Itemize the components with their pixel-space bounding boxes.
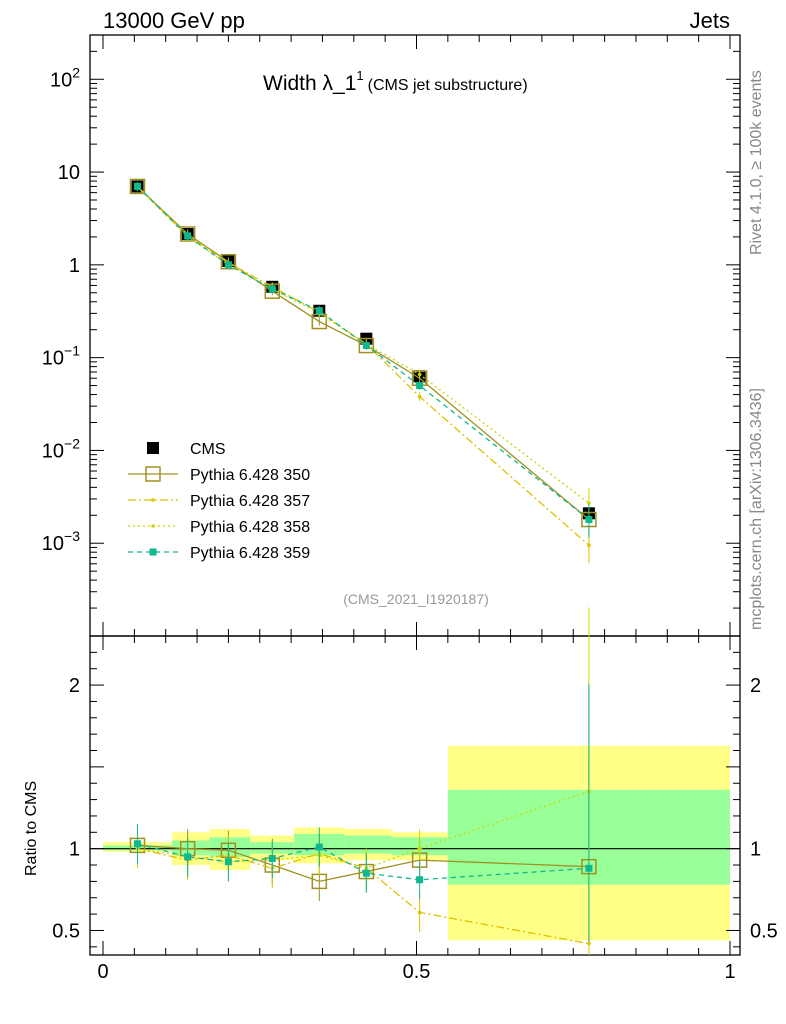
rivet-label: Rivet 4.1.0, ≥ 100k events — [748, 70, 765, 255]
legend-label-p350: Pythia 6.428 350 — [190, 467, 310, 484]
process-label: Jets — [690, 8, 730, 33]
energy-label: 13000 GeV pp — [103, 8, 245, 33]
tick-exponent: −2 — [64, 435, 80, 451]
ratio-y-tick-label-left: 1 — [69, 839, 80, 861]
main-y-tick-label: 10−3 — [42, 528, 80, 555]
main-point-p357 — [417, 394, 422, 399]
tick-base: 10 — [42, 533, 64, 555]
ratio-y-tick-label-left: 0.5 — [52, 920, 80, 942]
ratio-y-tick-label-left: 2 — [69, 675, 80, 697]
main-point-p359 — [315, 307, 323, 315]
ratio-point-p357 — [587, 941, 591, 946]
analysis-watermark: (CMS_2021_I1920187) — [343, 591, 489, 607]
ratio-point-p359 — [315, 843, 323, 851]
tick-base: 10 — [42, 440, 64, 462]
main-line-p359 — [137, 185, 590, 521]
main-point-p359 — [585, 516, 593, 524]
ratio-plot-frame — [89, 635, 741, 956]
plot-title-main: Width λ_1 — [263, 72, 356, 95]
main-y-tick-label: 1 — [69, 255, 80, 277]
ratio-point-p359 — [133, 840, 141, 848]
main-y-tick-label: 10 — [58, 162, 80, 184]
main-point-p357 — [587, 543, 591, 548]
ratio-y-label: Ratio to CMS — [23, 781, 40, 876]
plot-title-sup: 1 — [356, 68, 363, 83]
tick-base: 10 — [42, 348, 64, 370]
tick-exponent: −3 — [64, 528, 80, 544]
main-point-p359 — [362, 342, 370, 350]
tick-base: 10 — [50, 69, 72, 91]
ratio-y-tick-label-right: 1 — [750, 839, 761, 861]
ratio-point-p357 — [417, 910, 422, 915]
tick-base: 10 — [58, 162, 80, 184]
ratio-band-stat — [209, 837, 251, 857]
ratio-point-p359 — [224, 858, 232, 866]
ratio-band-stat — [344, 835, 392, 854]
main-y-tick-label: 10−2 — [42, 435, 80, 462]
legend-label-p358: Pythia 6.428 358 — [190, 519, 310, 536]
legend-marker-p357 — [151, 498, 155, 502]
x-tick-label: 1 — [724, 961, 735, 983]
ratio-point-p358 — [417, 846, 422, 851]
legend-marker-p358 — [151, 524, 155, 528]
main-point-p359 — [268, 285, 276, 293]
data-series — [129, 178, 597, 955]
legend-marker-p359 — [149, 548, 157, 556]
ratio-y-tick-label-right: 0.5 — [750, 920, 778, 942]
main-point-p359 — [184, 232, 192, 240]
ratio-line-p357 — [137, 848, 590, 945]
tick-exponent: 2 — [72, 64, 80, 80]
plot-title: Width λ_11 (CMS jet substructure) — [263, 68, 528, 95]
axes-frame — [89, 34, 741, 956]
tick-base: 1 — [69, 255, 80, 277]
ratio-point-p359 — [416, 876, 424, 884]
mcplots-label: mcplots.cern.ch [arXiv:1306.3436] — [748, 388, 765, 630]
main-point-p350 — [179, 226, 196, 242]
ratio-point-p359 — [362, 869, 370, 877]
ratio-point-p359 — [585, 864, 593, 872]
ratio-y-tick-label-right: 2 — [750, 675, 761, 697]
ratio-point-p359 — [268, 854, 276, 862]
legend-label-data: CMS — [190, 441, 226, 458]
main-point-p350 — [129, 178, 146, 195]
main-line-p358 — [137, 186, 590, 504]
main-y-tick-label: 10−1 — [42, 343, 80, 370]
main-line-p357 — [137, 186, 590, 546]
ratio-line-p359 — [137, 843, 589, 881]
main-point-p358 — [417, 372, 422, 377]
legend-label-p357: Pythia 6.428 357 — [190, 493, 310, 510]
main-y-tick-label: 102 — [50, 64, 80, 91]
main-point-p350 — [358, 337, 375, 354]
main-point-p359 — [416, 382, 424, 390]
ratio-point-p359 — [184, 853, 192, 861]
tick-exponent: −1 — [64, 343, 80, 359]
main-plot-frame — [89, 34, 741, 637]
main-point-p359 — [224, 261, 232, 269]
plot-title-sub: (CMS jet substructure) — [368, 77, 528, 94]
legend-label-p359: Pythia 6.428 359 — [190, 545, 310, 562]
main-point-p358 — [587, 501, 591, 505]
legend-marker-data — [147, 442, 159, 454]
ratio-uncertainty-bands — [103, 745, 730, 941]
x-tick-label: 0 — [97, 961, 108, 983]
main-point-p359 — [133, 182, 141, 190]
legend-marker-p350 — [145, 466, 161, 482]
x-tick-label: 0.5 — [403, 961, 431, 983]
legend: CMS Pythia 6.428 350 Pythia 6.428 357 Pythi… — [128, 441, 310, 562]
